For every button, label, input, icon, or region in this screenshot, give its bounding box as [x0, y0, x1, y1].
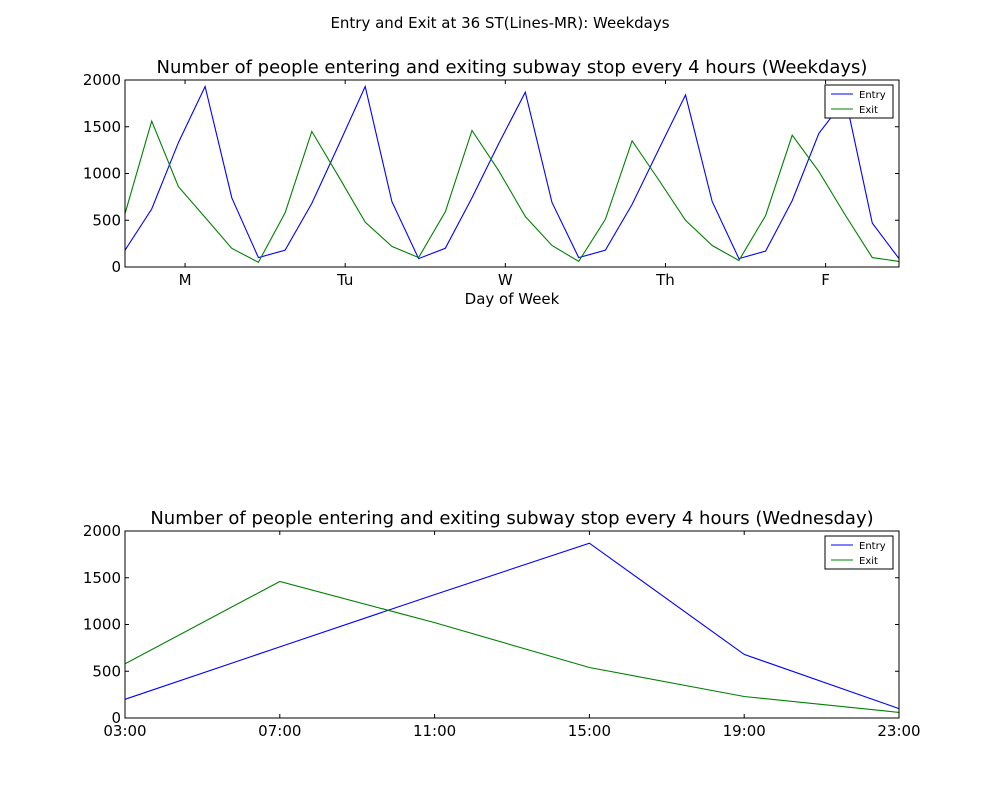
- weekdays-y-tick-label: 2000: [83, 71, 121, 89]
- wednesday-y-tick-label: 2000: [83, 522, 121, 540]
- weekdays-x-tick-label: F: [821, 271, 830, 289]
- wednesday-y-tick-label: 500: [92, 662, 121, 680]
- figure-suptitle: Entry and Exit at 36 ST(Lines-MR): Weekd…: [330, 14, 669, 32]
- wednesday-x-tick-label: 19:00: [723, 722, 766, 740]
- weekdays-plot-frame: [124, 79, 900, 268]
- wednesday-series-entry-line: [124, 542, 900, 710]
- wednesday-plot-frame: [124, 530, 900, 719]
- weekdays-series-entry-line: [124, 84, 900, 260]
- weekdays-x-tick-label: Th: [655, 271, 675, 289]
- weekdays-x-tick-label: W: [498, 271, 513, 289]
- weekdays-series-exit-line: [124, 119, 900, 264]
- wednesday-series-exit-line: [124, 580, 900, 713]
- weekdays-legend-box: [824, 84, 894, 119]
- wednesday-x-tick-label: 15:00: [568, 722, 611, 740]
- weekdays-legend-label-exit: Exit: [859, 105, 878, 116]
- weekdays-x-axis-label: Day of Week: [465, 290, 560, 308]
- wednesday-chart-title: Number of people entering and exiting su…: [150, 508, 873, 529]
- weekdays-x-tick-label: M: [179, 271, 192, 289]
- weekdays-legend: Entry Exit: [824, 84, 894, 119]
- wednesday-chart: Number of people entering and exiting su…: [83, 508, 921, 740]
- wednesday-x-tick-label: 07:00: [258, 722, 301, 740]
- weekdays-y-tick-label: 500: [92, 211, 121, 229]
- wednesday-y-tick-label: 1500: [83, 569, 121, 587]
- wednesday-x-tick-label: 23:00: [877, 722, 920, 740]
- weekdays-chart: Number of people entering and exiting su…: [83, 57, 900, 308]
- wednesday-legend-label-exit: Exit: [859, 556, 878, 567]
- weekdays-x-tick-label: Tu: [336, 271, 353, 289]
- wednesday-x-tick-label: 11:00: [413, 722, 456, 740]
- weekdays-chart-title: Number of people entering and exiting su…: [157, 57, 868, 78]
- wednesday-legend: Entry Exit: [824, 535, 894, 570]
- wednesday-legend-box: [824, 535, 894, 570]
- wednesday-legend-label-entry: Entry: [859, 541, 886, 552]
- wednesday-x-tick-label: 03:00: [103, 722, 146, 740]
- weekdays-y-tick-label: 0: [111, 258, 121, 276]
- wednesday-y-tick-label: 0: [111, 709, 121, 727]
- weekdays-y-tick-label: 1500: [83, 118, 121, 136]
- wednesday-y-tick-label: 1000: [83, 616, 121, 634]
- weekdays-legend-label-entry: Entry: [859, 90, 886, 101]
- weekdays-y-tick-label: 1000: [83, 165, 121, 183]
